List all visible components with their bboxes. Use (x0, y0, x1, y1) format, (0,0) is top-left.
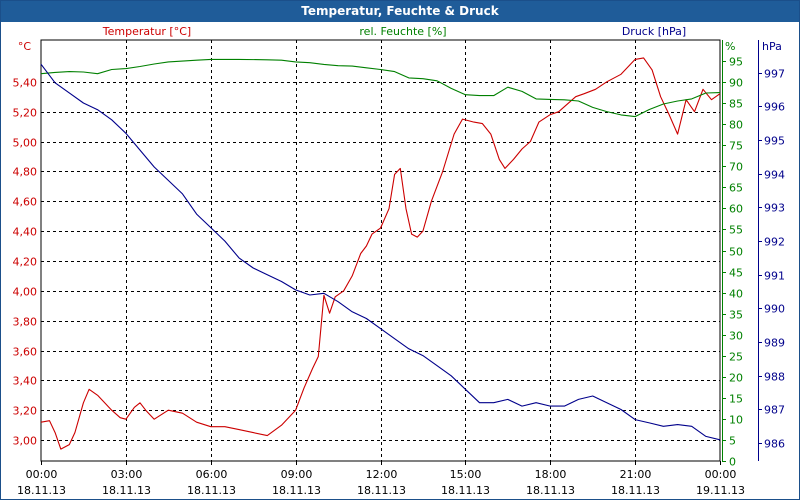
temperature-tick-label: 3,60 (13, 346, 38, 359)
x-tick-time: 21:00 (620, 468, 652, 481)
temperature-axis-title: Temperatur [°C] (102, 25, 191, 38)
x-tick-date: 18.11.13 (357, 484, 406, 497)
humidity-tick-label: 25 (729, 351, 743, 364)
temperature-series-line (40, 57, 721, 450)
temperature-tick-label: 4,80 (13, 166, 38, 179)
humidity-tick-label: 10 (729, 414, 743, 427)
humidity-tick-label: 60 (729, 203, 743, 216)
pressure-series-line (40, 63, 721, 441)
pressure-tick-label: 991 (764, 270, 785, 283)
temperature-tick-label: 5,20 (13, 107, 38, 120)
humidity-tick-label: 35 (729, 309, 743, 322)
x-tick-date: 18.11.13 (526, 484, 575, 497)
x-tick-time: 12:00 (366, 468, 398, 481)
humidity-tick-label: 0 (729, 456, 736, 469)
temperature-tick-label: 4,60 (13, 196, 38, 209)
humidity-tick-label: 90 (729, 77, 743, 90)
humidity-tick-label: 55 (729, 224, 743, 237)
humidity-tick-label: 95 (729, 56, 743, 69)
temperature-tick-label: 4,40 (13, 226, 38, 239)
pressure-tick-label: 997 (764, 68, 785, 81)
chart-title: Temperatur, Feuchte & Druck (1, 1, 799, 22)
x-tick-date: 18.11.13 (187, 484, 236, 497)
humidity-tick-label: 65 (729, 182, 743, 195)
pressure-tick-label: 989 (764, 337, 785, 350)
x-tick-time: 00:00 (26, 468, 58, 481)
x-tick-date: 18.11.13 (17, 484, 66, 497)
x-tick-date: 18.11.13 (611, 484, 660, 497)
humidity-tick-label: 15 (729, 393, 743, 406)
x-tick-time: 00:00 (705, 468, 737, 481)
humidity-series-line (40, 58, 721, 118)
humidity-tick-label: 45 (729, 267, 743, 280)
pressure-tick-label: 990 (764, 303, 785, 316)
pressure-tick-label: 987 (764, 404, 785, 417)
humidity-tick-label: 80 (729, 119, 743, 132)
humidity-tick-label: 75 (729, 140, 743, 153)
x-tick-time: 03:00 (111, 468, 143, 481)
pressure-tick-label: 995 (764, 135, 785, 148)
x-tick-date: 18.11.13 (272, 484, 321, 497)
humidity-tick-label: 30 (729, 330, 743, 343)
humidity-tick-label: 70 (729, 161, 743, 174)
humidity-tick-label: 5 (729, 435, 736, 448)
temperature-tick-label: 3,20 (13, 405, 38, 418)
pressure-tick-label: 988 (764, 371, 785, 384)
humidity-tick-label: 50 (729, 246, 743, 259)
temperature-tick-label: 3,40 (13, 375, 38, 388)
humidity-tick-label: 40 (729, 288, 743, 301)
pressure-tick-label: 994 (764, 169, 785, 182)
pressure-axis-title: Druck [hPa] (622, 25, 686, 38)
pressure-tick-label: 993 (764, 202, 785, 215)
pressure-tick-label: 992 (764, 236, 785, 249)
temperature-tick-label: 4,20 (13, 256, 38, 269)
humidity-tick-label: 85 (729, 98, 743, 111)
x-tick-date: 19.11.13 (696, 484, 745, 497)
pressure-tick-label: 996 (764, 101, 785, 114)
x-tick-time: 09:00 (281, 468, 313, 481)
plot-border (40, 39, 721, 462)
x-tick-date: 18.11.13 (441, 484, 490, 497)
humidity-unit-label: % (725, 40, 735, 53)
temperature-tick-label: 3,80 (13, 316, 38, 329)
x-tick-time: 06:00 (196, 468, 228, 481)
temperature-tick-label: 5,00 (13, 137, 38, 150)
temperature-tick-label: 4,00 (13, 286, 38, 299)
humidity-axis-title: rel. Feuchte [%] (359, 25, 446, 38)
temperature-tick-label: 5,40 (13, 77, 38, 90)
temperature-unit-label: °C (18, 40, 32, 53)
x-tick-date: 18.11.13 (102, 484, 151, 497)
pressure-unit-label: hPa (762, 40, 782, 53)
pressure-tick-label: 986 (764, 438, 785, 451)
x-tick-time: 15:00 (450, 468, 482, 481)
x-tick-time: 18:00 (535, 468, 567, 481)
humidity-tick-label: 20 (729, 372, 743, 385)
temperature-tick-label: 3,00 (13, 435, 38, 448)
